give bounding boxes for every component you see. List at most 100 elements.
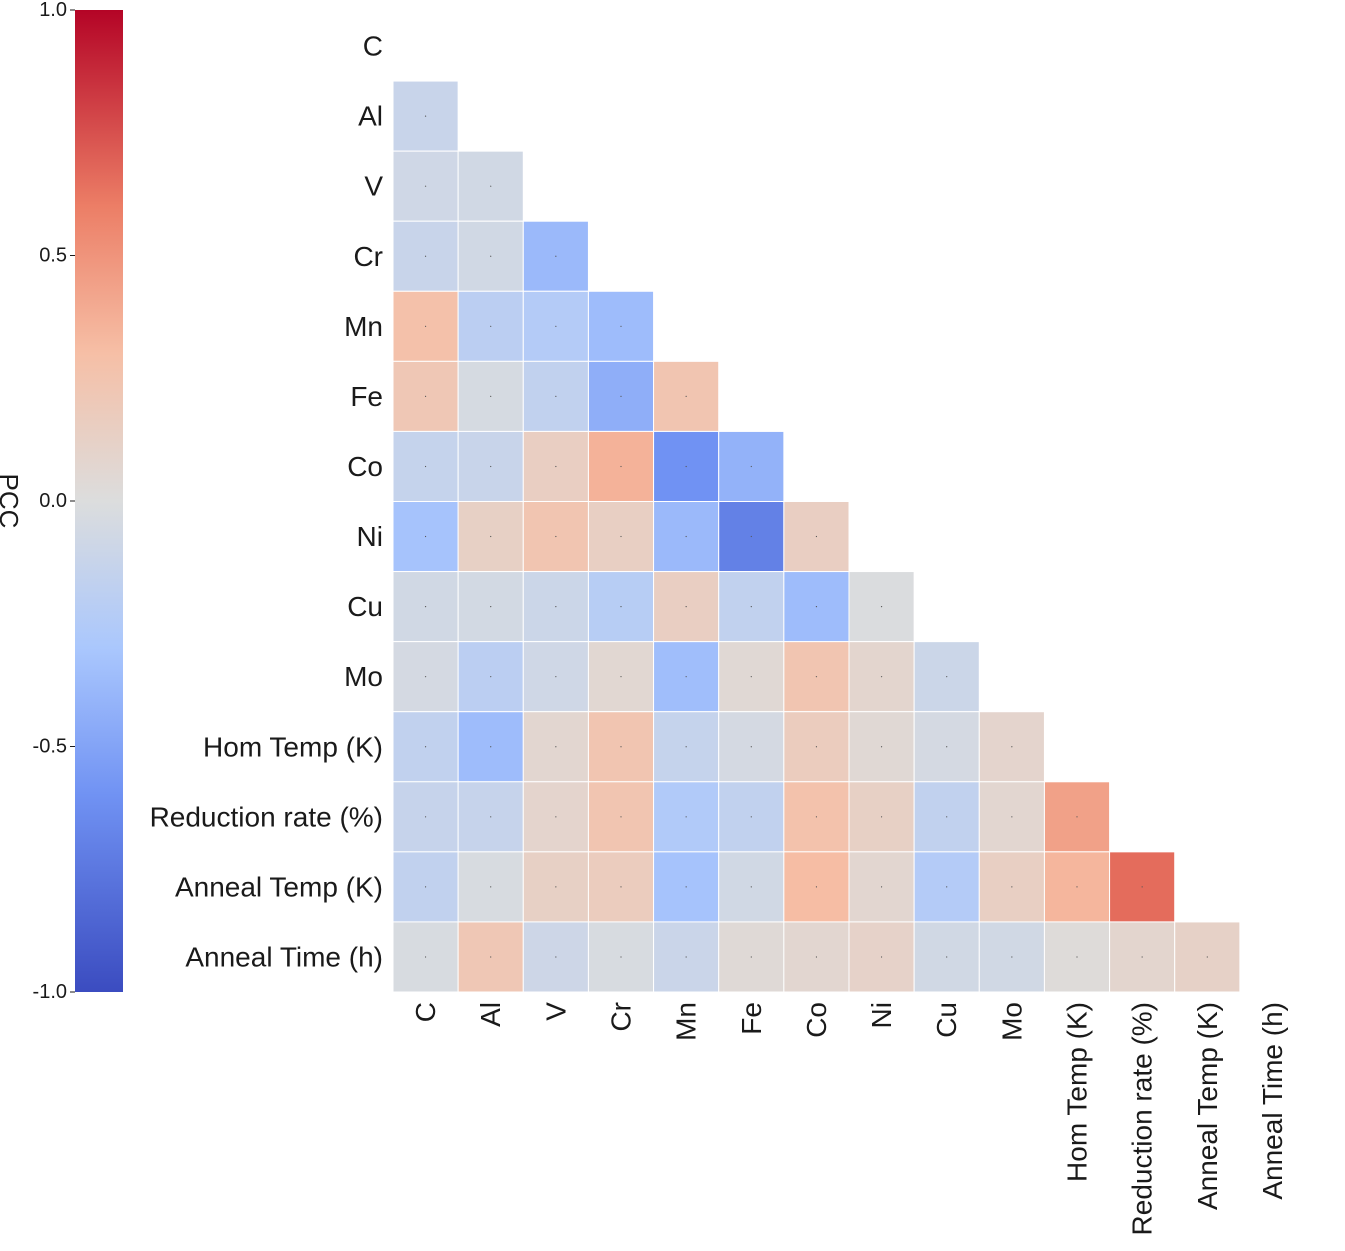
cell-center-dot xyxy=(685,816,687,818)
cell-center-dot xyxy=(424,395,427,397)
x-tick-label: Ni xyxy=(866,1002,897,1028)
cell-center-dot xyxy=(880,816,883,818)
cell-center-dot xyxy=(424,115,427,117)
cell-center-dot xyxy=(620,676,622,678)
y-tick-label: C xyxy=(363,31,383,62)
cell-center-dot xyxy=(880,606,883,608)
x-tick-label: Reduction rate (%) xyxy=(1127,1002,1158,1235)
cell-center-dot xyxy=(490,886,492,888)
cell-center-dot xyxy=(490,185,492,187)
cell-center-dot xyxy=(490,465,492,468)
cell-center-dot xyxy=(555,255,557,257)
heatmap-cell xyxy=(848,641,915,713)
cell-center-dot xyxy=(750,676,752,678)
cell-center-dot xyxy=(685,956,687,958)
x-tick-label: C xyxy=(410,1002,441,1022)
y-tick-label: Fe xyxy=(350,381,383,412)
x-tick-label: Co xyxy=(801,1002,832,1038)
cell-center-dot xyxy=(1076,816,1078,818)
cell-center-dot xyxy=(620,816,622,818)
cell-center-dot xyxy=(815,956,818,958)
cell-center-dot xyxy=(490,395,492,397)
colorbar-tick-label: -1.0 xyxy=(33,981,67,1003)
y-tick-label: Anneal Temp (K) xyxy=(175,871,383,902)
cell-center-dot xyxy=(620,956,622,958)
x-tick-label: Fe xyxy=(736,1002,767,1035)
cell-center-dot xyxy=(1011,956,1013,958)
colorbar-ticks: -1.0 -0.5 0.0 0.5 1.0 xyxy=(33,0,75,1003)
cell-center-dot xyxy=(620,746,622,748)
cell-center-dot xyxy=(750,816,752,818)
x-tick-label: V xyxy=(540,1002,571,1021)
cell-center-dot xyxy=(750,606,752,608)
y-axis-labels: C Al V Cr Mn Fe Co Ni Cu Mo Hom Temp (K) Reduction … xyxy=(150,31,384,973)
cell-center-dot xyxy=(620,465,622,468)
cell-center-dot xyxy=(685,606,687,608)
cell-center-dot xyxy=(490,325,492,327)
y-tick-label: Mn xyxy=(344,311,383,342)
cell-center-dot xyxy=(555,816,557,818)
colorbar-title: PCC xyxy=(0,474,24,529)
colorbar-tick-label: -0.5 xyxy=(33,736,67,758)
cell-center-dot xyxy=(555,465,557,468)
cell-center-dot xyxy=(490,746,492,748)
cell-center-dot xyxy=(685,535,687,538)
cell-center-dot xyxy=(685,395,687,397)
cell-center-dot xyxy=(424,535,427,538)
colorbar-tick-label: 0.5 xyxy=(39,245,67,267)
cell-center-dot xyxy=(490,535,492,538)
cell-center-dot xyxy=(424,746,427,748)
heatmap-cells xyxy=(392,80,1241,993)
cell-center-dot xyxy=(815,606,818,608)
cell-center-dot xyxy=(490,676,492,678)
cell-center-dot xyxy=(750,956,752,958)
cell-center-dot xyxy=(555,886,557,888)
cell-center-dot xyxy=(880,886,883,888)
cell-center-dot xyxy=(555,395,557,397)
x-tick-label: Mo xyxy=(996,1002,1027,1041)
cell-center-dot xyxy=(424,886,427,888)
cell-center-dot xyxy=(1206,956,1208,958)
cell-center-dot xyxy=(946,816,948,818)
cell-center-dot xyxy=(750,746,752,748)
cell-center-dot xyxy=(620,535,622,538)
colorbar-tick-label: 0.0 xyxy=(39,490,67,512)
cell-center-dot xyxy=(685,676,687,678)
cell-center-dot xyxy=(880,676,883,678)
cell-center-dot xyxy=(946,746,948,748)
colorbar: -1.0 -0.5 0.0 0.5 1.0 PCC xyxy=(0,0,123,1003)
cell-center-dot xyxy=(620,886,622,888)
cell-center-dot xyxy=(424,606,427,608)
y-tick-label: Co xyxy=(347,451,383,482)
cell-center-dot xyxy=(620,606,622,608)
cell-center-dot xyxy=(815,676,818,678)
cell-center-dot xyxy=(490,816,492,818)
cell-center-dot xyxy=(815,816,818,818)
y-tick-label: Anneal Time (h) xyxy=(185,941,383,972)
cell-center-dot xyxy=(946,676,948,678)
cell-center-dot xyxy=(750,465,752,468)
y-tick-label: Cr xyxy=(353,241,383,272)
cell-center-dot xyxy=(555,746,557,748)
cell-center-dot xyxy=(815,746,818,748)
cell-center-dot xyxy=(685,746,687,748)
cell-center-dot xyxy=(490,956,492,958)
y-tick-label: Reduction rate (%) xyxy=(150,801,383,832)
cell-center-dot xyxy=(424,325,427,327)
colorbar-gradient xyxy=(75,10,123,992)
cell-center-dot xyxy=(490,606,492,608)
x-tick-label: Mn xyxy=(671,1002,702,1041)
x-tick-label: Cu xyxy=(931,1002,962,1038)
cell-center-dot xyxy=(424,465,427,468)
cell-center-dot xyxy=(750,886,752,888)
colorbar-tick-label: 1.0 xyxy=(39,0,67,21)
cell-center-dot xyxy=(620,395,622,397)
cell-center-dot xyxy=(555,956,557,958)
cell-center-dot xyxy=(555,325,557,327)
cell-center-dot xyxy=(424,676,427,678)
cell-center-dot xyxy=(424,816,427,818)
x-tick-label: Hom Temp (K) xyxy=(1062,1002,1093,1182)
cell-center-dot xyxy=(620,325,622,327)
cell-center-dot xyxy=(685,465,687,468)
cell-center-dot xyxy=(424,255,427,257)
